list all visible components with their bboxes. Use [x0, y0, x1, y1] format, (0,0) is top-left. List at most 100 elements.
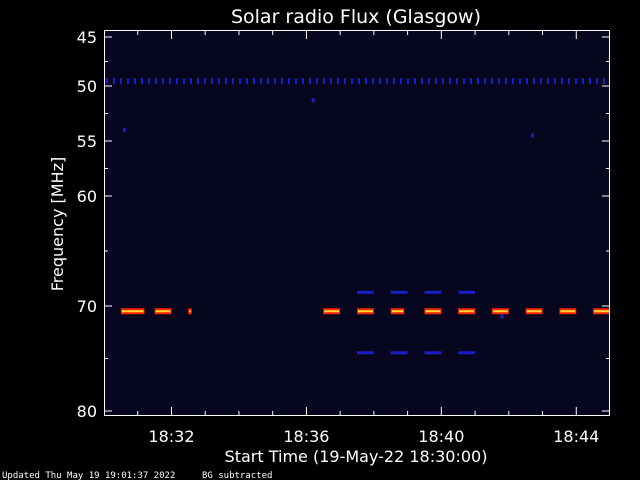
emission-weak-dot: [568, 78, 570, 85]
emission-weak-dot: [190, 78, 192, 85]
emission-weak-dot: [134, 78, 136, 85]
x-tick-label: 18:36: [283, 427, 329, 446]
emission-weak-dot: [351, 78, 353, 85]
emission-weak-dot: [414, 78, 416, 85]
y-tick-label: 55: [77, 132, 97, 151]
emission-weak-dot: [358, 78, 360, 85]
emission-weak-dot: [295, 78, 297, 85]
emission-weak-segment: [458, 351, 476, 355]
emission-weak-dot: [197, 78, 199, 85]
emission-weak-dot: [148, 78, 150, 85]
emission-strong-core: [155, 310, 171, 313]
emission-strong-core: [459, 310, 475, 313]
emission-strong-core: [324, 310, 340, 313]
axes: 45 50 55 60 70 80 18:32 18:36 18:40 18:44: [77, 28, 610, 446]
emission-weak-dot: [575, 78, 577, 85]
emission-weak-dot: [113, 78, 115, 85]
emission-weak-dot: [218, 78, 220, 85]
emission-strong-core: [526, 310, 542, 313]
y-tick-label: 50: [77, 77, 97, 96]
x-tick-label: 18:40: [418, 427, 464, 446]
plot-area: [104, 30, 610, 416]
emission-weak-dot: [596, 78, 598, 85]
chart-title: Solar radio Flux (Glasgow): [231, 6, 481, 28]
emission-strong-core: [391, 310, 404, 313]
emission-weak-dot: [330, 78, 332, 85]
emission-weak-dot: [141, 78, 143, 85]
emission-weak-dot: [533, 78, 535, 85]
emission-strong-core: [425, 310, 441, 313]
emission-weak-dot: [561, 78, 563, 85]
emission-marks: [106, 78, 610, 355]
emission-weak-segment: [424, 351, 442, 355]
emission-weak-dot: [316, 78, 318, 85]
emission-weak-dot: [449, 78, 451, 85]
emission-weak-dot: [106, 78, 108, 85]
emission-weak-dot: [435, 78, 437, 85]
emission-weak-dot: [386, 78, 388, 85]
y-axis-label: Frequency [MHz]: [48, 157, 67, 291]
emission-weak-dot: [225, 78, 227, 85]
emission-weak-dot: [603, 78, 605, 85]
emission-weak-dot: [260, 78, 262, 85]
emission-weak-dot: [470, 78, 472, 85]
emission-spot: [500, 314, 504, 319]
emission-spot: [311, 98, 315, 103]
emission-strong-core: [492, 310, 508, 313]
emission-weak-segment: [357, 351, 374, 355]
emission-weak-dot: [421, 78, 423, 85]
emission-weak-dot: [281, 78, 283, 85]
plot-frame: [104, 30, 610, 416]
emission-weak-dot: [169, 78, 171, 85]
emission-weak-dot: [365, 78, 367, 85]
emission-weak-dot: [498, 78, 500, 85]
emission-strong-core: [189, 310, 191, 313]
emission-weak-dot: [183, 78, 185, 85]
y-tick-label: 80: [77, 402, 97, 421]
x-axis-label: Start Time (19-May-22 18:30:00): [225, 447, 488, 466]
emission-weak-dot: [309, 78, 311, 85]
emission-weak-dot: [400, 78, 402, 85]
emission-weak-dot: [302, 78, 304, 85]
emission-weak-dot: [526, 78, 528, 85]
emission-weak-dot: [253, 78, 255, 85]
emission-weak-dot: [540, 78, 542, 85]
emission-weak-dot: [463, 78, 465, 85]
emission-weak-dot: [484, 78, 486, 85]
emission-weak-dot: [477, 78, 479, 85]
emission-weak-segment: [357, 290, 374, 294]
updated-timestamp: Updated Thu May 19 19:01:37 2022: [2, 471, 175, 480]
emission-weak-dot: [428, 78, 430, 85]
emission-strong-core: [358, 310, 373, 313]
emission-weak-dot: [155, 78, 157, 85]
emission-weak-dot: [127, 78, 129, 85]
x-tick-label: 18:44: [553, 427, 599, 446]
emission-weak-segment: [390, 290, 408, 294]
emission-weak-dot: [512, 78, 514, 85]
emission-weak-dot: [120, 78, 122, 85]
emission-weak-segment: [458, 290, 476, 294]
emission-weak-dot: [162, 78, 164, 85]
x-tick-label: 18:32: [148, 427, 194, 446]
emission-weak-dot: [547, 78, 549, 85]
bg-subtracted-note: BG subtracted: [202, 471, 272, 480]
emission-weak-dot: [582, 78, 584, 85]
emission-weak-dot: [372, 78, 374, 85]
emission-spot: [530, 133, 534, 138]
emission-weak-dot: [232, 78, 234, 85]
emission-weak-segment: [424, 290, 442, 294]
emission-weak-dot: [288, 78, 290, 85]
emission-strong-core: [121, 310, 144, 313]
emission-weak-dot: [211, 78, 213, 85]
y-tick-label: 60: [77, 187, 97, 206]
y-tick-label: 45: [77, 28, 97, 47]
emission-weak-segment: [390, 351, 408, 355]
emission-spot: [122, 128, 126, 132]
emission-weak-dot: [344, 78, 346, 85]
emission-weak-dot: [323, 78, 325, 85]
emission-weak-dot: [274, 78, 276, 85]
emission-weak-dot: [239, 78, 241, 85]
emission-weak-dot: [554, 78, 556, 85]
emission-weak-dot: [379, 78, 381, 85]
